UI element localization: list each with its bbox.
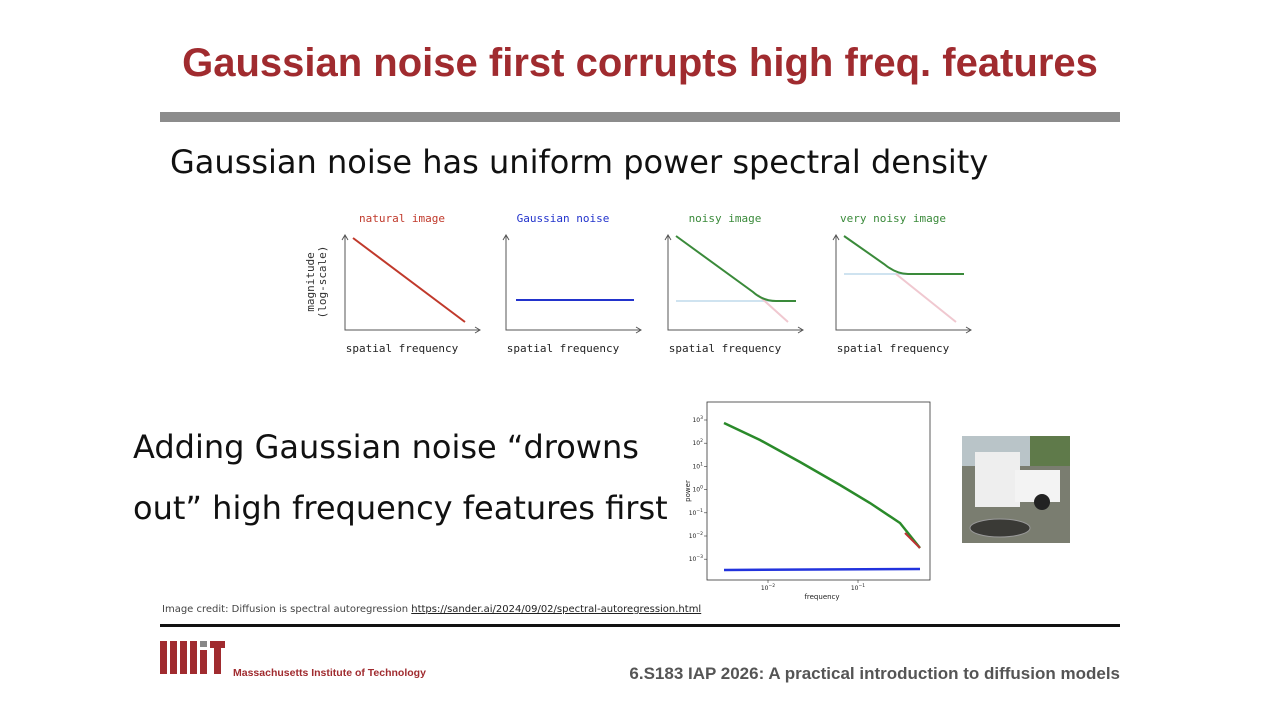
green-spectrum — [723, 421, 921, 549]
tick-label: 10−2 — [689, 531, 703, 540]
panel-xlabel: spatial frequency — [507, 342, 620, 355]
tick-exponent: −2 — [769, 583, 776, 589]
red-spectrum — [904, 532, 921, 549]
axis-arrow — [502, 234, 510, 241]
photo-manhole — [969, 518, 1031, 538]
title: Gaussian noise first corrupts high freq.… — [182, 41, 1098, 85]
mit-logo — [160, 641, 225, 674]
axis-arrow — [965, 326, 972, 334]
tick-exponent: −2 — [696, 531, 703, 537]
photo-wheel — [1034, 494, 1050, 510]
panel-axes — [667, 235, 803, 331]
tick-label: 10−1 — [851, 583, 865, 592]
schematic-panels: natural image spatial frequency Gaussian n… — [341, 212, 972, 355]
tick-label: 103 — [692, 415, 703, 424]
panel-ylabel: magnitude — [304, 252, 317, 312]
spectrum-line — [675, 235, 796, 302]
tick-base: 10 — [692, 463, 700, 470]
panel-title: noisy image — [689, 212, 762, 225]
tick-exponent: −1 — [696, 508, 703, 514]
tick-base: 10 — [761, 585, 769, 592]
panel-ylabel: (log-scale) — [316, 246, 329, 319]
tick-label: 101 — [692, 461, 703, 470]
spectrum-line — [352, 237, 466, 323]
tick-base: 10 — [689, 556, 697, 563]
panel-xlabel: spatial frequency — [346, 342, 459, 355]
axis-arrow — [832, 234, 840, 241]
tick-base: 10 — [851, 585, 859, 592]
mit-name: Massachusetts Institute of Technology — [233, 667, 426, 679]
panel-axes — [505, 235, 641, 331]
credit-link[interactable]: https://sander.ai/2024/09/02/spectral-au… — [411, 604, 701, 615]
credit: Image credit: Diffusion is spectral auto… — [162, 604, 701, 615]
panel-axes — [835, 235, 971, 331]
panel-title: Gaussian noise — [517, 212, 610, 225]
credit-text: Image credit: Diffusion is spectral auto… — [162, 604, 411, 615]
tick-label: 10−1 — [689, 508, 703, 517]
tick-exponent: −3 — [696, 554, 703, 560]
axis-arrow — [341, 234, 349, 241]
plot-frame — [706, 401, 931, 581]
axis-arrow — [474, 326, 481, 334]
tick-base: 10 — [689, 510, 697, 517]
title-rule — [160, 112, 1120, 122]
tick-exponent: 0 — [700, 485, 703, 491]
photo-trees — [1030, 436, 1070, 466]
panel-xlabel: spatial frequency — [669, 342, 782, 355]
tick-base: 10 — [689, 533, 697, 540]
course-name: 6.S183 IAP 2026: A practical introductio… — [629, 664, 1120, 683]
tick-exponent: −1 — [859, 583, 866, 589]
body-text: Adding Gaussian noise “drowns — [133, 428, 639, 466]
blue-spectrum — [723, 567, 921, 572]
tick-label: 100 — [692, 485, 703, 494]
subtitle: Gaussian noise has uniform power spectra… — [170, 143, 988, 181]
tick-label: 10−2 — [761, 583, 775, 592]
tick-base: 10 — [692, 417, 700, 424]
faint-signal — [895, 273, 957, 323]
truck-photo — [962, 436, 1070, 543]
photo-truck-body — [975, 452, 1020, 507]
axis-arrow — [797, 326, 804, 334]
tick-exponent: 3 — [700, 415, 703, 421]
tick-exponent: 1 — [700, 461, 703, 467]
plot-xlabel: frequency — [804, 593, 839, 601]
panel-axes — [344, 235, 480, 331]
panel-title: very noisy image — [840, 212, 946, 225]
tick-exponent: 2 — [700, 438, 703, 444]
tick-label: 102 — [692, 438, 703, 447]
plot-ylabel: power — [684, 480, 692, 502]
tick-label: 10−3 — [689, 554, 703, 563]
axis-arrow — [664, 234, 672, 241]
panel-title: natural image — [359, 212, 445, 225]
tick-base: 10 — [692, 440, 700, 447]
axis-arrow — [635, 326, 642, 334]
panel-xlabel: spatial frequency — [837, 342, 950, 355]
footer-rule — [160, 624, 1120, 627]
tick-base: 10 — [692, 487, 700, 494]
body-text: out” high frequency features first — [133, 489, 668, 527]
spectrum-line — [843, 235, 964, 275]
